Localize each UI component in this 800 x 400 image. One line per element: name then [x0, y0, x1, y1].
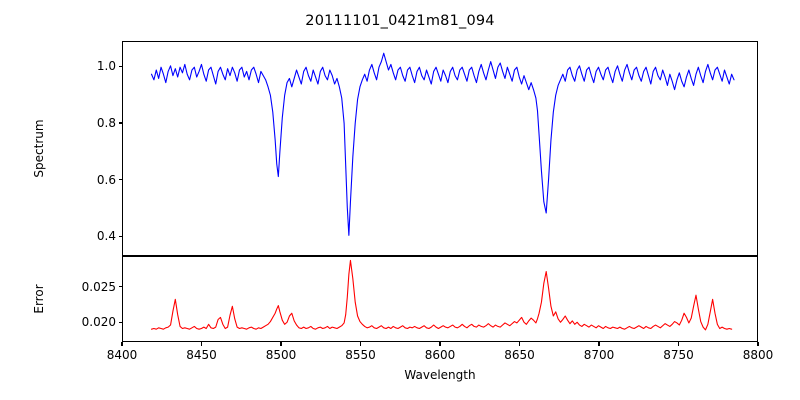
x-tick-mark — [757, 342, 759, 346]
spectrum-y-tick-mark — [118, 179, 122, 181]
x-tick-mark — [280, 342, 282, 346]
x-tick-label: 8600 — [424, 348, 456, 362]
x-tick-mark — [598, 342, 600, 346]
x-tick-mark — [121, 342, 123, 346]
spectrum-y-tick-mark — [118, 65, 122, 67]
error-y-axis-label: Error — [32, 284, 46, 314]
x-tick-label: 8400 — [106, 348, 138, 362]
error-line-chart — [150, 259, 733, 331]
spectrum-line-chart — [150, 52, 735, 236]
x-tick-mark — [439, 342, 441, 346]
spectrum-plot-panel — [122, 41, 758, 256]
spectrum-y-tick-mark — [118, 235, 122, 237]
spectrum-data-line — [150, 52, 735, 236]
error-y-tick-label: 0.020 — [81, 315, 116, 330]
spectrum-y-tick-label: 0.4 — [96, 229, 116, 244]
x-tick-label: 8500 — [265, 348, 297, 362]
error-data-line — [150, 259, 733, 331]
error-y-tick-label: 0.025 — [81, 279, 116, 294]
x-axis-label: Wavelength — [404, 368, 476, 382]
spectrum-y-tick-label: 0.6 — [96, 172, 116, 187]
error-plot-panel — [122, 256, 758, 342]
spectrum-y-axis-label: Spectrum — [32, 119, 46, 178]
x-tick-mark — [518, 342, 521, 346]
x-tick-mark — [677, 342, 680, 346]
error-y-tick-mark — [118, 286, 122, 288]
error-y-tick-mark — [118, 321, 122, 323]
spectrum-y-tick-label: 0.8 — [96, 116, 116, 131]
x-tick-label: 8750 — [663, 348, 694, 362]
x-tick-label: 8450 — [186, 348, 217, 362]
x-tick-mark — [359, 342, 362, 346]
x-tick-label: 8700 — [583, 348, 615, 362]
x-tick-label: 8800 — [742, 348, 774, 362]
spectrum-y-tick-mark — [118, 122, 122, 124]
x-tick-label: 8550 — [345, 348, 376, 362]
x-tick-label: 8650 — [504, 348, 535, 362]
x-tick-mark — [200, 342, 203, 346]
spectrum-y-tick-label: 1.0 — [96, 59, 116, 74]
figure-title: 20111101_0421m81_094 — [305, 13, 495, 29]
